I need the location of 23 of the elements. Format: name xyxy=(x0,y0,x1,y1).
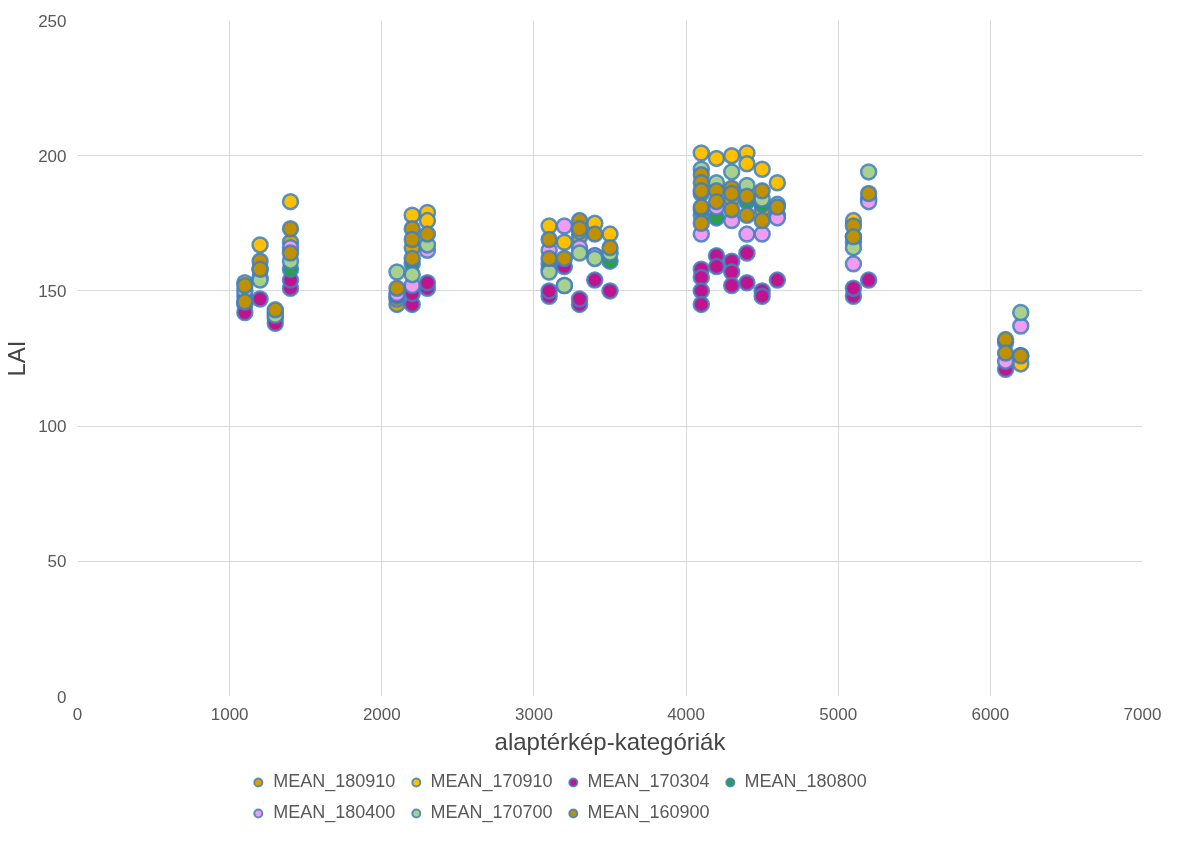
y-tick-label: 0 xyxy=(57,687,67,707)
y-tick-label: 200 xyxy=(38,146,67,166)
legend-label: MEAN_170910 xyxy=(430,771,553,792)
legend-label: MEAN_180800 xyxy=(744,771,867,792)
x-tick-label: 0 xyxy=(72,704,83,724)
y-tick-label: 150 xyxy=(38,281,67,301)
x-tick-label: 5000 xyxy=(819,704,858,724)
y-axis-title: LAI xyxy=(3,340,31,377)
x-tick-label: 2000 xyxy=(362,704,401,724)
legend-label: MEAN_160900 xyxy=(587,802,710,823)
x-axis-title: alaptérkép-kategóriák xyxy=(494,727,727,755)
legend-label: MEAN_170304 xyxy=(587,771,710,792)
x-tick-label: 1000 xyxy=(210,704,249,724)
legend-label: MEAN_180910 xyxy=(273,771,396,792)
x-tick-label: 4000 xyxy=(667,704,705,724)
x-tick-label: 3000 xyxy=(515,704,553,724)
y-tick-label: 100 xyxy=(38,417,67,437)
x-tick-label: 6000 xyxy=(971,704,1010,724)
x-tick-label: 7000 xyxy=(1123,704,1162,724)
y-tick-label: 250 xyxy=(38,11,67,31)
legend-label: MEAN_170700 xyxy=(430,802,553,823)
legend-label: MEAN_180400 xyxy=(273,802,396,823)
y-tick-label: 50 xyxy=(47,552,67,572)
